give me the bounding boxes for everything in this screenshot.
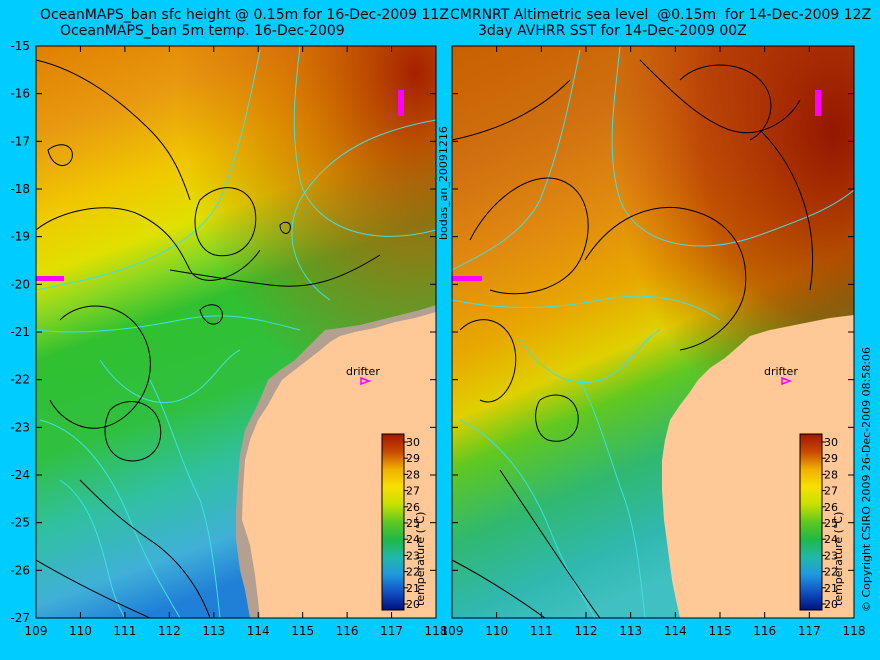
right-lon-tick-label: 118 [843, 624, 866, 638]
right-colorbar-tick: 25 [824, 517, 838, 530]
right-colorbar-label: temperature (°C) [832, 512, 845, 606]
left-colorbar-tick: 27 [406, 485, 420, 498]
left-lat-tick-label: -27 [10, 611, 30, 625]
left-drifter-markers [36, 90, 404, 386]
left-map-panel [36, 46, 436, 618]
left-lat-tick-label: -17 [10, 134, 30, 148]
left-axes: 109 110 111 112 113 114 115 116 117 118 -15 -16 -17 -… [10, 39, 447, 638]
right-drifter-label: drifter [764, 365, 798, 378]
left-lon-tick-label: 111 [113, 624, 136, 638]
right-lon-tick-label: 117 [798, 624, 821, 638]
left-lon-tick-label: 109 [25, 624, 48, 638]
right-colorbar-tick: 26 [824, 501, 838, 514]
left-lat-tick-label: -21 [10, 325, 30, 339]
right-side-label: © Copyright CSIRO 2009 26-Dec-2009 08:58… [860, 347, 873, 612]
left-lat-tick-label: -26 [10, 563, 30, 577]
left-lon-tick-label: 118 [425, 624, 448, 638]
right-map-panel [452, 46, 854, 618]
right-lon-tick-label: 115 [709, 624, 732, 638]
left-colorbar-tick: 26 [406, 501, 420, 514]
left-colorbar [381, 433, 405, 611]
left-colorbar-tick: 25 [406, 517, 420, 530]
right-height-contours [452, 59, 813, 618]
right-title-line2: 3day AVHRR SST for 14-Dec-2009 00Z [478, 23, 747, 39]
left-colorbar-label: temperature (°C) [414, 512, 427, 606]
left-lon-tick-label: 115 [291, 624, 314, 638]
left-lon-tick-label: 110 [69, 624, 92, 638]
left-lat-tick-label: -18 [10, 182, 30, 196]
left-lat-tick-label: -20 [10, 277, 30, 291]
left-title-line1: OceanMAPS_ban sfc height @ 0.15m for 16-… [40, 7, 449, 23]
left-lon-tick-label: 113 [202, 624, 225, 638]
right-colorbar-tick: 27 [824, 485, 838, 498]
left-colorbar-ticks: 30 29 28 27 26 25 24 23 22 21 20 [404, 436, 420, 611]
left-height-contours [36, 59, 381, 618]
right-colorbar-tick: 24 [824, 533, 838, 546]
left-colorbar-tick: 20 [406, 598, 420, 611]
right-colorbar-tick: 30 [824, 436, 838, 449]
left-lat-tick-label: -19 [10, 230, 30, 244]
right-lon-tick-label: 111 [530, 624, 553, 638]
right-colorbar [799, 433, 823, 611]
left-lon-tick-label: 112 [158, 624, 181, 638]
right-lon-tick-label: 112 [575, 624, 598, 638]
left-title-line2: OceanMAPS_ban 5m temp. 16-Dec-2009 [60, 23, 345, 39]
left-colorbar-tick: 21 [406, 582, 420, 595]
left-colorbar-tick: 29 [406, 452, 420, 465]
right-title-line1: CMRNRT Altimetric sea level @0.15m for 1… [450, 7, 872, 23]
left-colorbar-tick: 22 [406, 566, 420, 579]
right-colorbar-tick: 20 [824, 598, 838, 611]
right-drifter-markers [452, 90, 821, 386]
right-colorbar-tick: 28 [824, 468, 838, 481]
left-side-label: bodas_an_20091216 [437, 126, 450, 240]
left-bathymetry [36, 46, 436, 618]
right-axes: 109 110 111 112 113 114 115 116 117 118 [441, 45, 866, 638]
left-lon-tick-label: 117 [380, 624, 403, 638]
left-colorbar-tick: 28 [406, 468, 420, 481]
right-lon-tick-label: 110 [485, 624, 508, 638]
right-colorbar-tick: 22 [824, 566, 838, 579]
right-colorbar-tick: 23 [824, 549, 838, 562]
right-lon-tick-label: 114 [664, 624, 687, 638]
right-colorbar-tick: 21 [824, 582, 838, 595]
left-lat-tick-label: -22 [10, 373, 30, 387]
left-drifter-label: drifter [346, 365, 380, 378]
left-lat-tick-label: -23 [10, 420, 30, 434]
right-lon-tick-label: 116 [753, 624, 776, 638]
right-bathymetry [452, 46, 854, 618]
right-lon-tick-label: 109 [441, 624, 464, 638]
right-colorbar-ticks: 30 29 28 27 26 25 24 23 22 21 20 [822, 436, 838, 611]
left-lat-tick-label: -24 [10, 468, 30, 482]
left-lat-tick-label: -15 [10, 39, 30, 53]
left-colorbar-tick: 30 [406, 436, 420, 449]
left-lon-tick-label: 116 [336, 624, 359, 638]
left-colorbar-tick: 23 [406, 549, 420, 562]
right-colorbar-tick: 29 [824, 452, 838, 465]
left-lat-tick-label: -25 [10, 516, 30, 530]
left-colorbar-tick: 24 [406, 533, 420, 546]
left-lat-tick-label: -16 [10, 87, 30, 101]
right-lon-tick-label: 113 [619, 624, 642, 638]
left-lon-tick-label: 114 [247, 624, 270, 638]
